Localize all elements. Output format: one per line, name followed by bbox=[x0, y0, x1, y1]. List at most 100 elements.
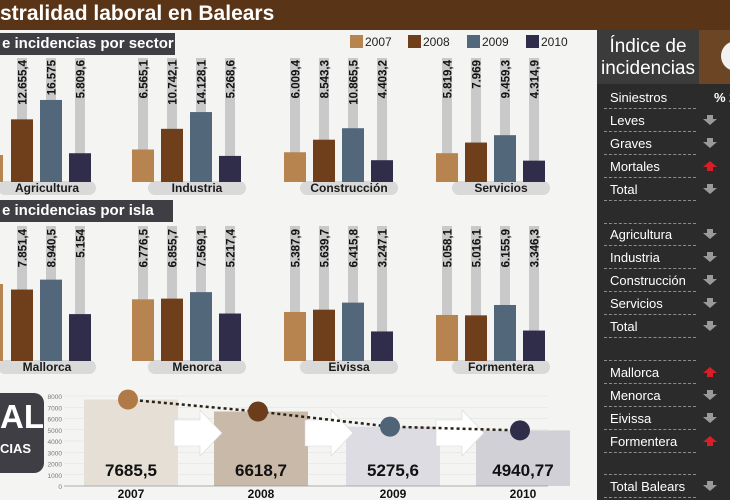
bar-value-label: 16.575 bbox=[47, 59, 59, 95]
bar-eivissa-2007 bbox=[284, 311, 306, 361]
right-panel-separator bbox=[604, 428, 696, 430]
trend-up-icon bbox=[703, 366, 717, 377]
trend-arrow-shape bbox=[703, 275, 717, 286]
right-panel-row: Total Balears bbox=[604, 477, 730, 497]
right-panel-row-label: Formentera bbox=[610, 433, 678, 449]
total-badge bbox=[0, 393, 44, 473]
right-panel-row-label: Eivissa bbox=[610, 410, 652, 426]
right-panel-row: Leves bbox=[604, 111, 730, 131]
legend-swatch bbox=[350, 35, 363, 48]
legend-label: 2008 bbox=[423, 35, 450, 49]
category-pill-formentera bbox=[452, 360, 550, 374]
bar-construccion-2007 bbox=[284, 152, 306, 182]
legend-swatch bbox=[526, 35, 539, 48]
trend-down-icon bbox=[703, 298, 717, 309]
right-panel-separator bbox=[604, 130, 696, 132]
bar-value-label: 6.776,5 bbox=[139, 228, 151, 267]
category-label-industria: Industria bbox=[172, 181, 223, 195]
right-panel-separator bbox=[604, 497, 696, 499]
trend-down-icon bbox=[703, 321, 717, 331]
total-bar-2009 bbox=[346, 426, 440, 486]
bar-menorca-2007 bbox=[132, 299, 154, 361]
grey-bar-2010 bbox=[75, 226, 85, 361]
legend-swatch bbox=[408, 35, 421, 48]
grey-bar-2007 bbox=[138, 226, 148, 361]
right-panel-separator bbox=[604, 108, 696, 109]
right-panel-row: Formentera bbox=[604, 432, 730, 452]
trend-down-icon bbox=[703, 183, 717, 194]
total-badge-sub: CIAS bbox=[0, 441, 32, 456]
right-panel-separator bbox=[604, 382, 696, 384]
trend-down-icon bbox=[703, 389, 717, 400]
bar-value-label: 7.851,4 bbox=[18, 228, 30, 267]
bar-industria-2008 bbox=[161, 128, 183, 182]
right-panel-title-line1: Índice de bbox=[609, 36, 687, 57]
grey-bar-2010 bbox=[529, 226, 539, 361]
isla-chart-header: e incidencias por isla bbox=[0, 200, 173, 222]
isla-chart-header-text: e incidencias por isla bbox=[2, 202, 154, 219]
page-title: stralidad laboral en Balears bbox=[0, 2, 275, 25]
category-label-menorca: Menorca bbox=[172, 360, 222, 374]
right-panel-row: Servicios bbox=[604, 294, 730, 314]
grey-bar-2007 bbox=[290, 58, 300, 182]
grey-bar-2007 bbox=[442, 226, 452, 361]
trend-arrow-shape bbox=[703, 137, 717, 148]
right-panel-row: Menorca bbox=[604, 386, 730, 406]
bar-value-label: 6.415,8 bbox=[349, 228, 361, 267]
trend-arrow-shape bbox=[703, 298, 717, 309]
bar-value-label: 3.247,1 bbox=[378, 228, 390, 267]
bar-mallorca-2008 bbox=[11, 289, 33, 361]
bar-construccion-2009 bbox=[342, 128, 364, 182]
bar-industria-2009 bbox=[190, 112, 212, 182]
sector-chart-header-text: e incidencias por sector bbox=[2, 35, 174, 52]
category-pill-eivissa bbox=[300, 360, 398, 374]
bar-value-label: 6.855,7 bbox=[168, 229, 180, 267]
right-panel-pct-header: % 2 bbox=[714, 90, 730, 105]
total-bar-2007 bbox=[84, 399, 178, 486]
grey-bar-2008 bbox=[319, 58, 329, 182]
bar-mallorca-2009 bbox=[40, 279, 62, 361]
right-panel-row: Siniestros % 2 bbox=[604, 88, 730, 108]
legend-label: 2010 bbox=[541, 35, 568, 49]
grey-bar-2008 bbox=[471, 58, 481, 182]
trend-down-icon bbox=[703, 412, 717, 423]
trend-down-icon bbox=[703, 114, 717, 125]
bar-value-label: 10.865,5 bbox=[349, 59, 361, 104]
bar-construccion-2008 bbox=[313, 139, 335, 182]
right-panel-row-label: Graves bbox=[610, 135, 652, 151]
trend-arrow-shape bbox=[703, 321, 717, 331]
grey-bar-2010 bbox=[225, 58, 235, 182]
total-ytick-label: 8000 bbox=[48, 394, 63, 401]
total-point-2008 bbox=[248, 401, 268, 422]
bar-value-label: 6.155,9 bbox=[501, 229, 513, 267]
trend-down-icon bbox=[703, 229, 717, 240]
category-label-agricultura: Agricultura bbox=[15, 181, 79, 195]
bar-value-label: 5.639,7 bbox=[320, 229, 332, 267]
category-label-eivissa: Eivissa bbox=[328, 360, 370, 374]
total-year-label: 2007 bbox=[118, 487, 145, 500]
bar-mallorca-2010 bbox=[69, 314, 91, 361]
bar-agricultura-2010 bbox=[69, 153, 91, 182]
grey-bar-2009 bbox=[348, 58, 358, 182]
charts-canvas: Agricultura 12.655,4 16.575 5.809,6 Industri… bbox=[0, 58, 570, 500]
legend-swatch bbox=[467, 35, 480, 48]
bar-agricultura-2007-partial bbox=[0, 155, 3, 182]
bar-eivissa-2009 bbox=[342, 302, 364, 361]
right-panel-row: Eivissa bbox=[604, 409, 730, 429]
category-pill-mallorca bbox=[0, 360, 96, 374]
right-panel-separator bbox=[604, 451, 696, 453]
grey-bar-2010 bbox=[377, 226, 387, 361]
trend-up-icon bbox=[703, 435, 717, 446]
sector-chart-header: e incidencias por sector bbox=[0, 33, 175, 55]
trend-down-icon bbox=[703, 481, 717, 492]
right-panel-row: Construcción bbox=[604, 271, 730, 291]
category-pill-industria bbox=[148, 181, 246, 195]
trend-arrow-shape bbox=[703, 366, 717, 377]
right-panel-row: Mallorca bbox=[604, 363, 730, 383]
bar-agricultura-2008 bbox=[11, 119, 33, 182]
right-panel-title-line2: incidencias bbox=[601, 58, 695, 79]
right-panel-row-label: Leves bbox=[610, 112, 645, 128]
right-panel-circle-icon bbox=[721, 41, 730, 71]
category-pill-agricultura bbox=[0, 181, 96, 195]
trend-down-icon bbox=[703, 275, 717, 286]
